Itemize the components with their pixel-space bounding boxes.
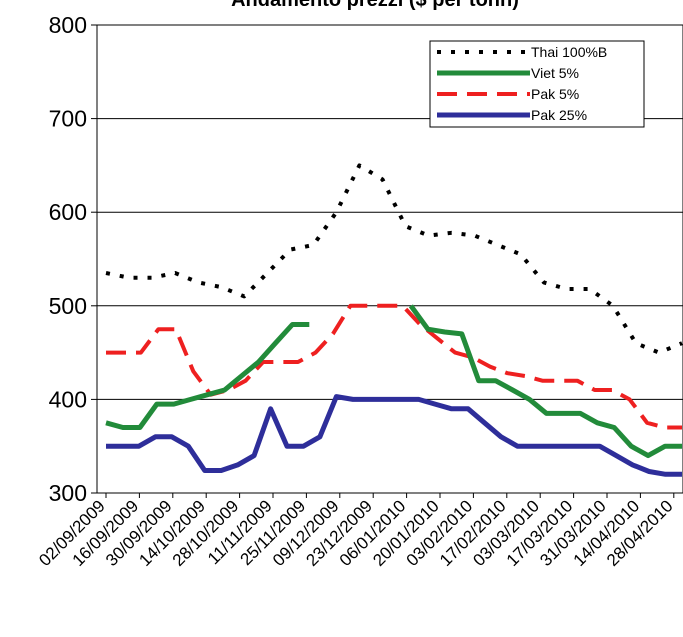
x-axis: 02/09/200916/09/200930/09/200914/10/2009… — [35, 493, 677, 570]
chart-title: Andamento prezzi ($ per tonn) — [231, 0, 519, 11]
y-axis: 300 400 500 600 700 800 — [49, 12, 97, 506]
plot-area-border — [96, 24, 683, 494]
y-tick-label: 700 — [49, 106, 87, 132]
y-tick-label: 800 — [49, 12, 87, 38]
y-tick-label: 300 — [49, 480, 87, 506]
series-line-pak-25- — [106, 394, 682, 477]
gridlines — [97, 118, 683, 400]
legend-label: Viet 5% — [531, 65, 579, 81]
series-line-viet-5- — [105, 304, 682, 459]
legend-label: Thai 100%B — [531, 44, 607, 60]
legend-label: Pak 25% — [531, 107, 587, 123]
series-line-thai-100-b — [105, 163, 683, 355]
y-tick-label: 500 — [49, 293, 87, 319]
series-line-pak-5- — [106, 303, 682, 430]
series-layer — [105, 163, 683, 477]
legend-label: Pak 5% — [531, 86, 579, 102]
y-tick-label: 600 — [49, 199, 87, 225]
y-tick-label: 400 — [49, 386, 87, 412]
legend: Thai 100%B Viet 5% Pak 5% Pak 25% — [429, 40, 645, 128]
